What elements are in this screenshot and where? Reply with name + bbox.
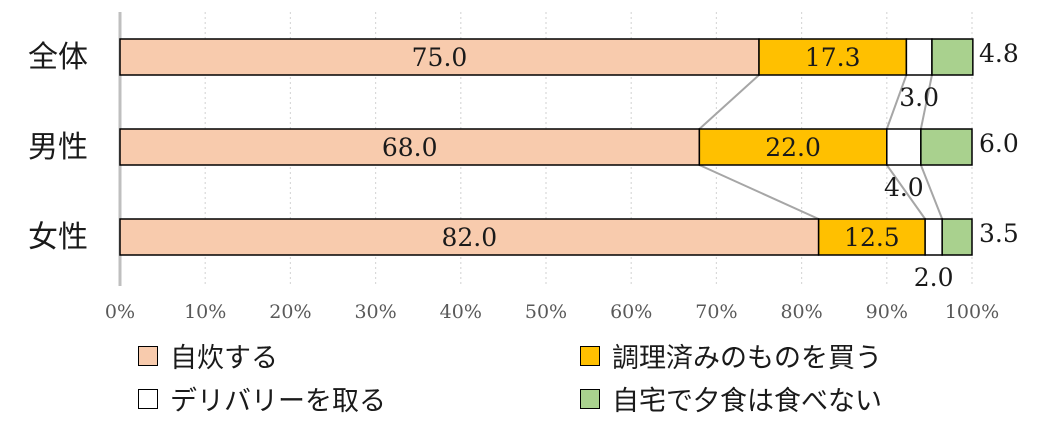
x-axis-ticks: 0% 10% 20% 30% 40% 50% 60% 70% 80% 90% 100%	[105, 301, 999, 323]
bar-segment	[920, 128, 973, 166]
series-line	[698, 74, 760, 130]
data-label: 6.0	[979, 129, 1019, 158]
data-label: 4.0	[884, 173, 924, 202]
data-label: 22.0	[765, 133, 821, 162]
legend-item-prepared: 調理済みのものを買う	[580, 336, 882, 375]
x-tick-label: 20%	[269, 301, 311, 323]
bar-segment	[886, 128, 922, 166]
x-tick-label: 60%	[610, 301, 652, 323]
data-label: 2.0	[914, 263, 954, 292]
category-label: 男性	[28, 130, 88, 165]
data-label: 17.3	[805, 43, 861, 72]
series-line	[698, 164, 820, 220]
legend-swatch	[580, 345, 600, 366]
data-label: 3.0	[899, 83, 939, 112]
x-tick-label: 80%	[780, 301, 822, 323]
legend-swatch	[580, 388, 600, 409]
bars	[119, 38, 974, 256]
legend-item-delivery: デリバリーを取る	[138, 379, 386, 418]
bar-segment	[905, 38, 933, 76]
data-labels: 75.0 17.3 3.0 4.8 68.0 22.0 4.0 6.0 82.0 12.5 2.0 3…	[382, 39, 1019, 292]
series-line	[885, 164, 926, 220]
x-tick-label: 0%	[105, 301, 135, 323]
legend-label: 自宅で夕食は食べない	[612, 386, 882, 417]
bar-segment	[924, 218, 943, 256]
x-tick-label: 40%	[440, 301, 482, 323]
bar-segment	[931, 38, 974, 76]
data-label: 75.0	[412, 43, 468, 72]
x-tick-label: 90%	[866, 301, 908, 323]
bar-segment	[119, 128, 701, 166]
data-label: 4.8	[979, 39, 1019, 68]
x-tick-label: 100%	[945, 301, 999, 323]
data-label: 68.0	[382, 133, 438, 162]
legend-swatch	[138, 388, 158, 409]
data-label: 12.5	[844, 223, 900, 252]
legend-label: デリバリーを取る	[170, 386, 386, 417]
category-label: 全体	[28, 40, 88, 75]
bar-segment	[119, 218, 820, 256]
series-line	[919, 164, 944, 220]
legend-item-no-dinner: 自宅で夕食は食べない	[580, 379, 882, 418]
legend-item-jisui: 自炊する	[138, 336, 278, 375]
x-tick-label: 70%	[695, 301, 737, 323]
data-label: 3.5	[979, 219, 1019, 248]
x-tick-label: 30%	[354, 301, 396, 323]
legend-label: 自炊する	[170, 343, 278, 374]
data-label: 82.0	[441, 223, 497, 252]
bar-segment	[941, 218, 973, 256]
series-line	[919, 74, 933, 130]
legend-label: 調理済みのものを買う	[612, 343, 882, 374]
series-connector-lines	[698, 74, 944, 220]
legend-swatch	[138, 345, 158, 366]
category-label: 女性	[28, 220, 88, 255]
x-tick-label: 10%	[184, 301, 226, 323]
bar-segment	[119, 38, 760, 76]
x-tick-label: 50%	[525, 301, 567, 323]
series-line	[885, 74, 908, 130]
